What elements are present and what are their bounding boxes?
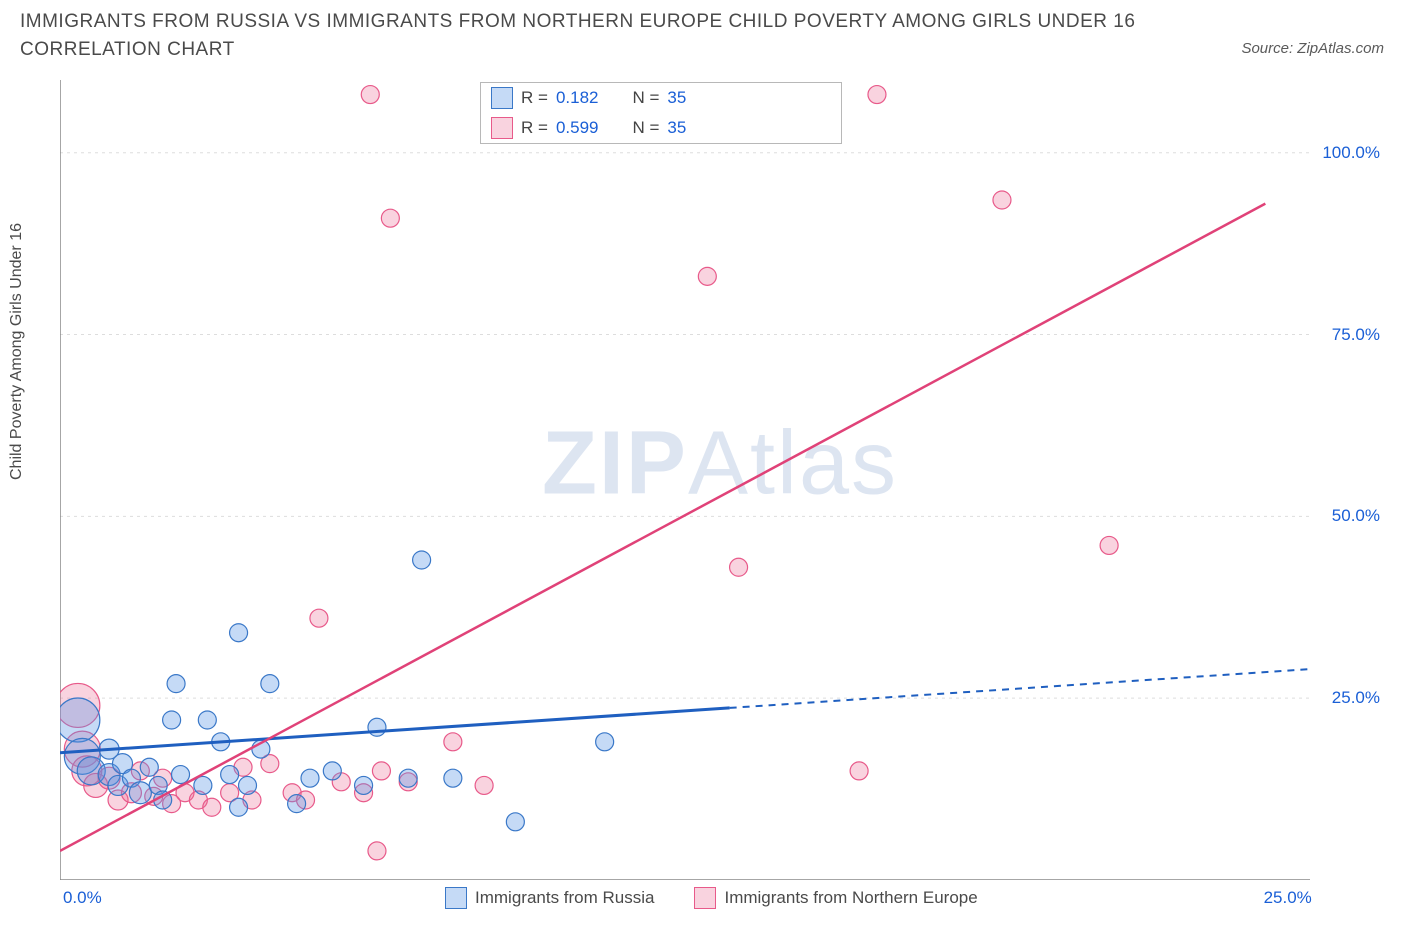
legend-item-pink: Immigrants from Northern Europe (694, 887, 977, 909)
y-tick-label: 75.0% (1332, 325, 1380, 345)
correlation-legend: R = 0.182 N = 35 R = 0.599 N = 35 (480, 82, 842, 144)
y-axis-label: Child Poverty Among Girls Under 16 (8, 223, 26, 480)
n-value-pink: 35 (667, 118, 686, 138)
n-value-blue: 35 (667, 88, 686, 108)
swatch-blue-icon (445, 887, 467, 909)
series-legend: Immigrants from Russia Immigrants from N… (445, 887, 978, 909)
swatch-pink-icon (694, 887, 716, 909)
series-name-blue: Immigrants from Russia (475, 888, 654, 908)
r-value-blue: 0.182 (556, 88, 599, 108)
y-tick-label: 50.0% (1332, 506, 1380, 526)
plot-area: ZIPAtlas R = 0.182 N = 35 R = 0.599 N = … (60, 80, 1380, 880)
r-value-pink: 0.599 (556, 118, 599, 138)
source-label: Source: ZipAtlas.com (1241, 40, 1384, 57)
swatch-blue (491, 87, 513, 109)
y-tick-label: 25.0% (1332, 688, 1380, 708)
y-tick-label: 100.0% (1322, 143, 1380, 163)
legend-item-blue: Immigrants from Russia (445, 887, 654, 909)
chart-title: IMMIGRANTS FROM RUSSIA VS IMMIGRANTS FRO… (20, 8, 1140, 64)
x-tick-label: 25.0% (1264, 888, 1312, 908)
chart-svg (60, 80, 1380, 880)
series-name-pink: Immigrants from Northern Europe (724, 888, 977, 908)
x-tick-label: 0.0% (63, 888, 102, 908)
r-label: R = (521, 88, 548, 108)
legend-row-pink: R = 0.599 N = 35 (481, 113, 841, 143)
swatch-pink (491, 117, 513, 139)
n-label: N = (632, 118, 659, 138)
n-label: N = (632, 88, 659, 108)
r-label: R = (521, 118, 548, 138)
legend-row-blue: R = 0.182 N = 35 (481, 83, 841, 113)
